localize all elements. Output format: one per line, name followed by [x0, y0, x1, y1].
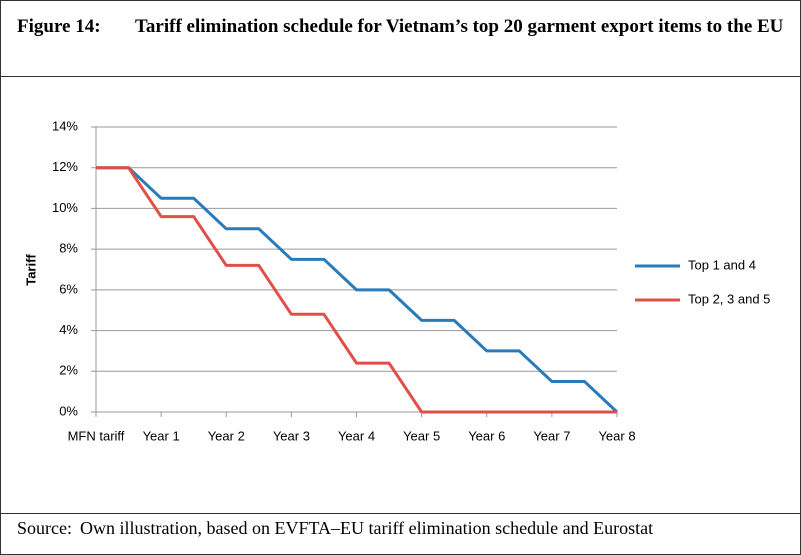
series-line: [96, 166, 617, 414]
x-tick-label: MFN tariff: [68, 428, 125, 443]
legend-label: Top 2, 3 and 5: [688, 291, 770, 306]
x-tick-label: Year 1: [143, 428, 180, 443]
x-tick-label: Year 6: [468, 428, 505, 443]
x-tick-label: Year 3: [273, 428, 310, 443]
x-tick-label: Year 2: [208, 428, 245, 443]
y-tick-label: 14%: [52, 118, 78, 133]
chart-title: Tariff elimination schedule for Vietnam’…: [135, 16, 784, 37]
x-tick-label: Year 8: [598, 428, 635, 443]
figure-source: Source: Own illustration, based on EVFTA…: [1, 513, 800, 555]
legend-label: Top 1 and 4: [688, 257, 756, 272]
x-tick-label: Year 4: [338, 428, 375, 443]
y-tick-label: 10%: [52, 200, 78, 215]
source-text: Own illustration, based on EVFTA–EU tari…: [80, 518, 654, 538]
x-tick-label: Year 5: [403, 428, 440, 443]
y-tick-label: 6%: [59, 281, 78, 296]
y-axis-label: Tariff: [23, 254, 38, 286]
x-tick-label: Year 7: [533, 428, 570, 443]
y-tick-label: 12%: [52, 159, 78, 174]
y-tick-label: 8%: [59, 241, 78, 256]
y-tick-label: 4%: [59, 322, 78, 337]
y-tick-label: 2%: [59, 363, 78, 378]
figure-label: Figure 14:: [17, 16, 101, 37]
figure-header: Figure 14: Tariff elimination schedule f…: [1, 1, 800, 77]
series-line: [96, 166, 619, 414]
y-tick-label: 0%: [59, 403, 78, 418]
source-label: Source:: [17, 518, 72, 538]
